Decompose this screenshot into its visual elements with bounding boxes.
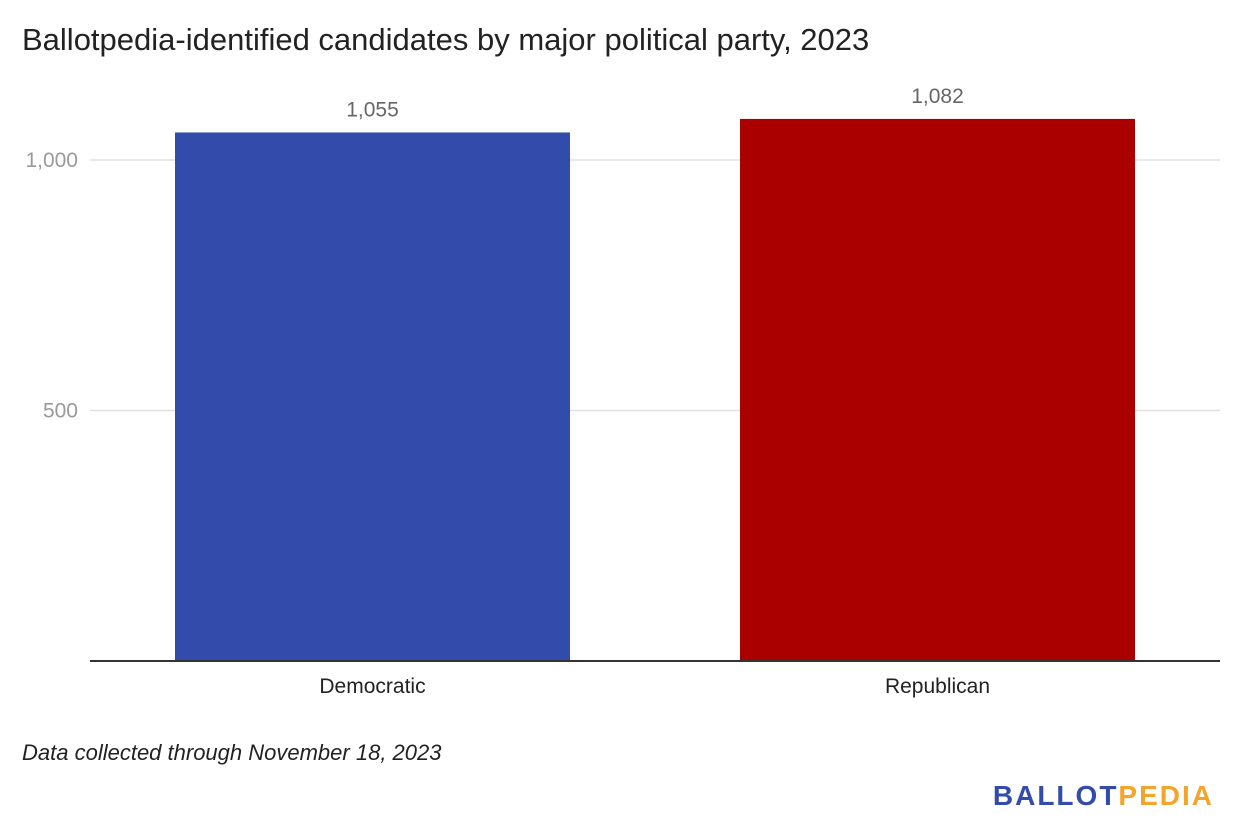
bars (175, 118, 1135, 662)
logo-ballot: BALLOT (992, 780, 1119, 811)
ballotpedia-logo: BALLOTPEDIA (993, 780, 1214, 812)
y-tick-label: 1,000 (25, 149, 78, 172)
bar-republican (740, 118, 1135, 662)
data-labels: 1,055 1,082 (346, 85, 964, 122)
chart-title: Ballotpedia-identified candidates by maj… (22, 22, 870, 57)
x-tick-label: Democratic (319, 675, 425, 698)
x-tick-label: Republican (885, 675, 990, 698)
data-label: 1,055 (346, 98, 399, 121)
y-tick-label: 500 (43, 400, 78, 423)
y-axis: 500 1,000 (25, 149, 78, 423)
logo-pedia: PEDIA (1118, 780, 1214, 811)
data-label: 1,082 (911, 85, 964, 108)
x-axis: Democratic Republican (319, 675, 990, 698)
bar-democratic (175, 132, 570, 661)
data-note: Data collected through November 18, 2023 (22, 740, 442, 765)
